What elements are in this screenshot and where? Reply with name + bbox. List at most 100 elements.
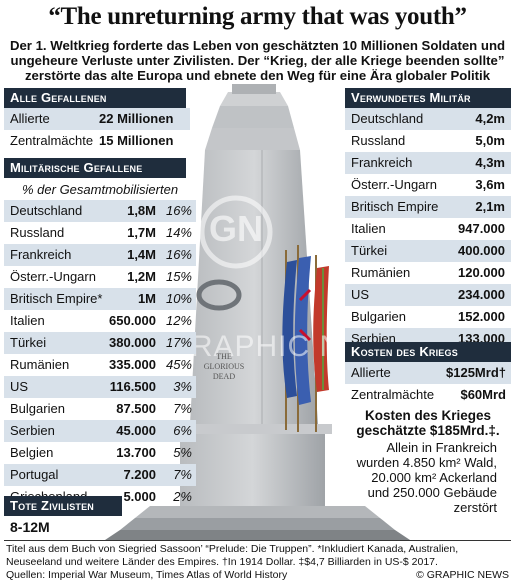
table-row: Türkei 380.000 17% [4, 332, 196, 354]
row-value: 947.000 [458, 221, 505, 236]
row-value: 400.000 [458, 243, 505, 258]
row-label: Zentralmächte [351, 387, 435, 402]
row-percent: 16% [165, 247, 192, 262]
page-title: “The unreturning army that was youth” [48, 3, 467, 30]
table-row: Rumänien 335.000 45% [4, 354, 196, 376]
row-value: 380.000 [109, 335, 156, 350]
table-row: Rumänien 120.000 [345, 262, 511, 284]
row-percent: 7% [173, 401, 192, 416]
military-fallen-heading: Militärische Gefallene [4, 158, 186, 178]
row-label: Serbien [10, 423, 55, 438]
france-line: zerstört [453, 500, 497, 515]
row-label: Italien [351, 221, 386, 236]
table-row: Österr.-Ungarn 3,6m [345, 174, 511, 196]
row-label: Bulgarien [10, 401, 65, 416]
subtitle-line: ungeheure Verluste unter Zivilisten. Der… [10, 53, 505, 68]
row-label: Britisch Empire [351, 199, 439, 214]
table-row: Türkei 400.000 [345, 240, 511, 262]
table-row: Britisch Empire 2,1m [345, 196, 511, 218]
table-row: US 234.000 [345, 284, 511, 306]
row-value: 22 Millionen [99, 111, 174, 126]
row-label: Italien [10, 313, 45, 328]
war-cost-estimate: Kosten des Krieges geschätzte $185Mrd.‡. [345, 408, 511, 438]
row-percent: 16% [165, 203, 192, 218]
row-label: Türkei [10, 335, 47, 350]
row-percent: 5% [173, 445, 192, 460]
row-label: US [351, 287, 370, 302]
footer-line: Neuseeland und weitere Länder des Empire… [6, 555, 438, 568]
table-row: Britisch Empire* 1M 10% [4, 288, 196, 310]
row-label: Deutschland [10, 203, 83, 218]
row-value: 45.000 [116, 423, 156, 438]
row-label: Frankreich [10, 247, 72, 262]
civilian-value: 8-12M [10, 519, 50, 535]
row-label: Österr.-Ungarn [351, 177, 437, 192]
row-label: Russland [10, 225, 65, 240]
row-value: 1,4M [127, 247, 156, 262]
row-label: Rumänien [10, 357, 70, 372]
wounded-heading: Verwundetes Militär [345, 88, 511, 108]
table-row: Deutschland 4,2m [345, 108, 511, 130]
table-row: US 116.500 3% [4, 376, 196, 398]
inscription-line: GLORIOUS [203, 362, 245, 371]
row-value: 1M [137, 291, 156, 306]
estimate-line: Kosten des Krieges [364, 408, 492, 423]
footer-sources: Quellen: Imperial War Museum, Times Atla… [6, 569, 288, 581]
row-value: 120.000 [458, 265, 505, 280]
memorial-inscription: THE GLORIOUS DEAD [196, 352, 252, 382]
row-percent: 3% [173, 379, 192, 394]
row-label: Frankreich [351, 155, 413, 170]
table-row: Serbien 45.000 6% [4, 420, 196, 442]
table-row: Allierte $125Mrd† [345, 362, 511, 384]
footer-credit: © GRAPHIC NEWS [416, 569, 509, 581]
military-fallen-column-note: % der Gesamtmobilisierten [22, 182, 179, 197]
row-value: 87.500 [116, 401, 156, 416]
row-label: Allierte [10, 111, 50, 126]
row-value: 4,2m [475, 111, 505, 126]
france-line: Allein in Frankreich [386, 440, 497, 455]
table-row: Frankreich 4,3m [345, 152, 511, 174]
table-row: Belgien 13.700 5% [4, 442, 196, 464]
estimate-line: geschätzte $185Mrd.‡. [356, 423, 500, 438]
war-costs-heading: Kosten des Kriegs [345, 342, 511, 362]
row-value: 3,6m [475, 177, 505, 192]
row-value: 1,8M [127, 203, 156, 218]
row-percent: 12% [165, 313, 192, 328]
row-label: Belgien [10, 445, 54, 460]
inscription-line: DEAD [212, 372, 236, 381]
france-damage-note: Allein in Frankreich wurden 4.850 km² Wa… [345, 440, 511, 515]
table-row: Italien 947.000 [345, 218, 511, 240]
row-label: Rumänien [351, 265, 411, 280]
footer-line: Titel aus dem Buch von Siegried Sassoon’… [6, 543, 459, 555]
footer-notes: Titel aus dem Buch von Siegried Sassoon’… [6, 543, 511, 568]
table-row: Zentralmächte $60Mrd [345, 384, 511, 406]
row-value: 234.000 [458, 287, 505, 302]
row-percent: 17% [165, 335, 192, 350]
row-percent: 15% [165, 269, 192, 284]
row-percent: 45% [165, 357, 192, 372]
table-row: Allierte 22 Millionen [4, 108, 190, 130]
row-percent: 10% [165, 291, 192, 306]
all-fallen-heading: Alle Gefallenen [4, 88, 186, 108]
inscription-line: THE [216, 352, 232, 361]
row-label: Britisch Empire* [10, 291, 103, 306]
row-label: Allierte [351, 365, 391, 380]
row-value: 1,7M [127, 225, 156, 240]
table-row: Portugal 7.200 7% [4, 464, 196, 486]
france-line: 20.000 km² Ackerland [371, 470, 497, 485]
france-line: wurden 4.850 km² Wald, [356, 455, 497, 470]
row-percent: 7% [173, 467, 192, 482]
row-value: $125Mrd† [446, 365, 506, 380]
row-label: Russland [351, 133, 406, 148]
row-label: Zentralmächte [10, 133, 94, 148]
civilian-heading: Tote Zivilisten [4, 496, 122, 516]
row-label: US [10, 379, 29, 394]
row-value: 15 Millionen [99, 133, 174, 148]
table-row: Russland 1,7M 14% [4, 222, 196, 244]
row-label: Deutschland [351, 111, 424, 126]
row-value: 4,3m [475, 155, 505, 170]
table-row: Russland 5,0m [345, 130, 511, 152]
table-row: Deutschland 1,8M 16% [4, 200, 196, 222]
row-value: 5,0m [475, 133, 505, 148]
